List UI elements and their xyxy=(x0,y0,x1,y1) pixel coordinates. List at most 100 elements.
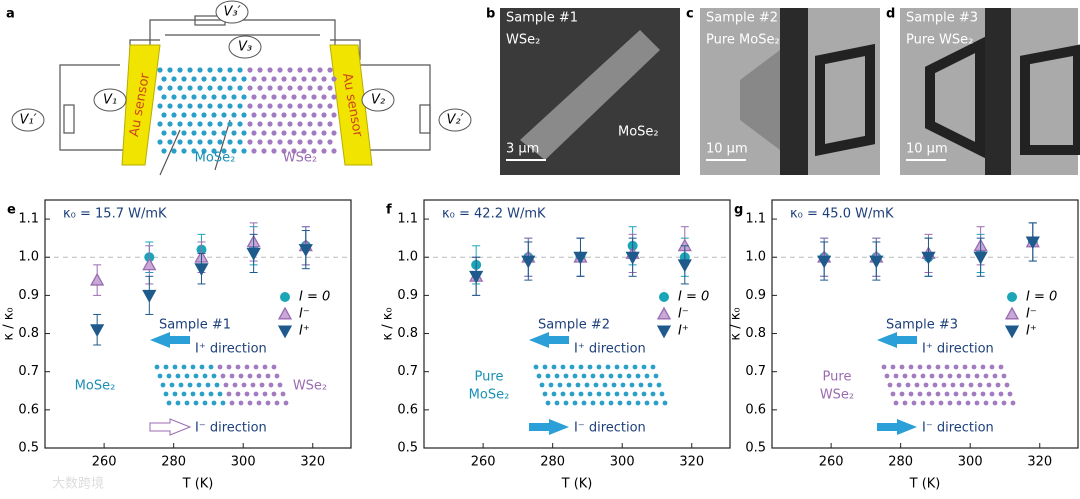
atom xyxy=(321,130,327,136)
sample-label: Sample #2 xyxy=(538,318,610,333)
atom xyxy=(231,130,237,136)
atom xyxy=(247,85,253,91)
atom xyxy=(563,373,569,379)
x-axis-label: T (K) xyxy=(182,477,214,492)
x-tick-label: 280 xyxy=(540,455,565,470)
atom xyxy=(944,391,950,397)
atom xyxy=(551,364,557,370)
panel-label: b xyxy=(486,7,495,22)
panel-label: f xyxy=(386,203,392,218)
voltmeter xyxy=(438,108,472,132)
panel-label: a xyxy=(6,7,15,22)
atom xyxy=(267,103,273,109)
panel-label: d xyxy=(886,7,895,22)
atom xyxy=(321,76,327,82)
atom xyxy=(629,382,635,388)
data-point xyxy=(90,324,105,338)
image-caption: WSe₂ xyxy=(506,33,540,48)
y-tick-label: 1.1 xyxy=(397,212,418,227)
atom xyxy=(271,112,277,118)
scale-label: 3 µm xyxy=(506,142,539,157)
atom xyxy=(187,121,193,127)
atom xyxy=(161,130,167,136)
atom xyxy=(197,121,203,127)
atom xyxy=(587,391,593,397)
atom xyxy=(166,373,172,379)
atom xyxy=(956,400,962,406)
atom xyxy=(1010,400,1016,406)
atom xyxy=(267,139,273,145)
atom xyxy=(917,364,923,370)
atom xyxy=(247,139,253,145)
watermark: 大数跨境 xyxy=(52,477,104,492)
atom xyxy=(287,139,293,145)
material-label: Pure xyxy=(823,370,852,385)
y-tick-label: 0.8 xyxy=(745,326,766,341)
legend-label: I⁺ xyxy=(1026,324,1037,339)
atom xyxy=(929,373,935,379)
atom xyxy=(311,148,317,154)
image-caption: Sample #3 xyxy=(906,11,978,26)
atom xyxy=(980,364,986,370)
atom xyxy=(283,400,289,406)
atom xyxy=(321,112,327,118)
atom xyxy=(217,103,223,109)
atom xyxy=(659,391,665,397)
atom xyxy=(177,121,183,127)
data-point xyxy=(90,272,105,286)
atom xyxy=(959,382,965,388)
atom xyxy=(947,400,953,406)
atom xyxy=(287,103,293,109)
atom xyxy=(941,382,947,388)
material-label: WSe₂ xyxy=(820,388,854,403)
data-point xyxy=(194,263,209,277)
sem-electrode xyxy=(985,8,1011,175)
atom xyxy=(251,148,257,154)
atom xyxy=(281,148,287,154)
atom xyxy=(257,139,263,145)
atom xyxy=(307,103,313,109)
direction-arrow xyxy=(529,419,569,435)
atom xyxy=(265,373,271,379)
legend-label: I⁻ xyxy=(299,307,310,322)
atom xyxy=(163,364,169,370)
atom xyxy=(207,103,213,109)
x-tick-label: 320 xyxy=(1027,455,1052,470)
atom xyxy=(171,76,177,82)
atom xyxy=(536,373,542,379)
atom xyxy=(662,400,668,406)
atom xyxy=(572,400,578,406)
x-tick-label: 260 xyxy=(471,455,496,470)
atom xyxy=(259,382,265,388)
material-label: MoSe₂ xyxy=(195,151,236,166)
atom xyxy=(227,85,233,91)
atom xyxy=(172,364,178,370)
atom xyxy=(237,67,243,73)
atom xyxy=(590,373,596,379)
legend-marker xyxy=(659,292,669,302)
data-point xyxy=(817,255,832,269)
atom xyxy=(974,400,980,406)
atom xyxy=(605,391,611,397)
atom xyxy=(542,391,548,397)
legend-marker xyxy=(1004,325,1020,339)
atom xyxy=(899,391,905,397)
atom xyxy=(247,400,253,406)
atom xyxy=(301,148,307,154)
atom xyxy=(157,85,163,91)
atom xyxy=(989,391,995,397)
x-tick-label: 280 xyxy=(161,455,186,470)
atom xyxy=(317,139,323,145)
legend-marker xyxy=(277,325,293,339)
legend-label: I⁺ xyxy=(678,324,689,339)
atom xyxy=(884,373,890,379)
atom xyxy=(166,400,172,406)
direction-arrow xyxy=(877,419,917,435)
x-tick-label: 260 xyxy=(92,455,117,470)
direction-label: I⁻ direction xyxy=(574,421,646,436)
atom xyxy=(177,85,183,91)
atom xyxy=(244,391,250,397)
atom xyxy=(980,391,986,397)
atom xyxy=(217,391,223,397)
sem-electrode xyxy=(780,8,808,175)
